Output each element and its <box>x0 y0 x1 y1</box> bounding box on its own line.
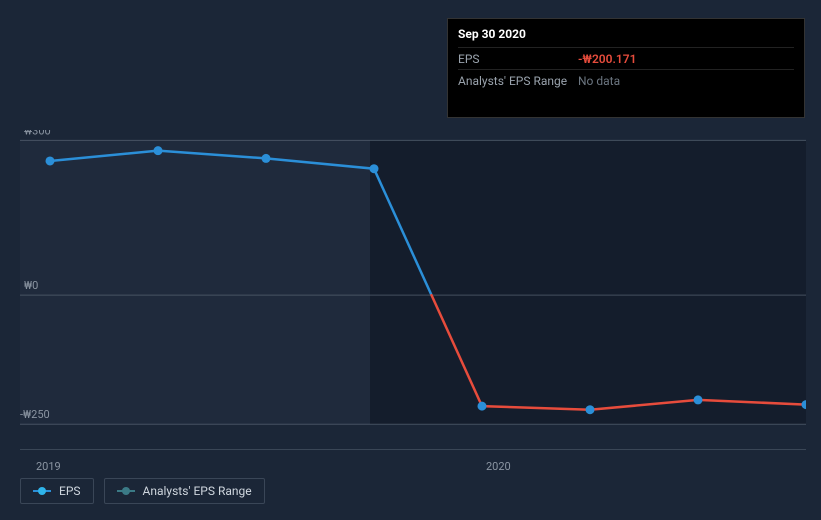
chart-root: Sep 30 2020 EPS -₩200.171 Analysts' EPS … <box>0 0 821 520</box>
legend-label: Analysts' EPS Range <box>143 484 252 498</box>
x-axis-label: 2020 <box>486 460 511 473</box>
legend-swatch-range <box>117 486 135 496</box>
hover-tooltip: Sep 30 2020 EPS -₩200.171 Analysts' EPS … <box>447 18 805 118</box>
tooltip-value: -₩200.171 <box>578 52 637 66</box>
svg-text:₩300: ₩300 <box>24 130 51 137</box>
tooltip-value: No data <box>578 74 620 88</box>
legend-item-range[interactable]: Analysts' EPS Range <box>104 478 265 504</box>
x-axis-label: 2019 <box>36 460 61 473</box>
tooltip-key: Analysts' EPS Range <box>458 74 578 88</box>
eps-line-chart[interactable]: ₩300 ₩0 -₩250 <box>20 130 806 450</box>
chart-legend: EPS Analysts' EPS Range <box>20 478 265 504</box>
tooltip-key: EPS <box>458 52 578 66</box>
tooltip-row: Analysts' EPS Range No data <box>458 69 794 88</box>
legend-swatch-eps <box>33 486 51 496</box>
svg-text:₩0: ₩0 <box>24 279 38 292</box>
tooltip-date: Sep 30 2020 <box>458 27 794 41</box>
legend-label: EPS <box>59 484 81 498</box>
legend-item-eps[interactable]: EPS <box>20 478 94 504</box>
svg-text:-₩250: -₩250 <box>20 408 50 421</box>
tooltip-row: EPS -₩200.171 <box>458 47 794 66</box>
